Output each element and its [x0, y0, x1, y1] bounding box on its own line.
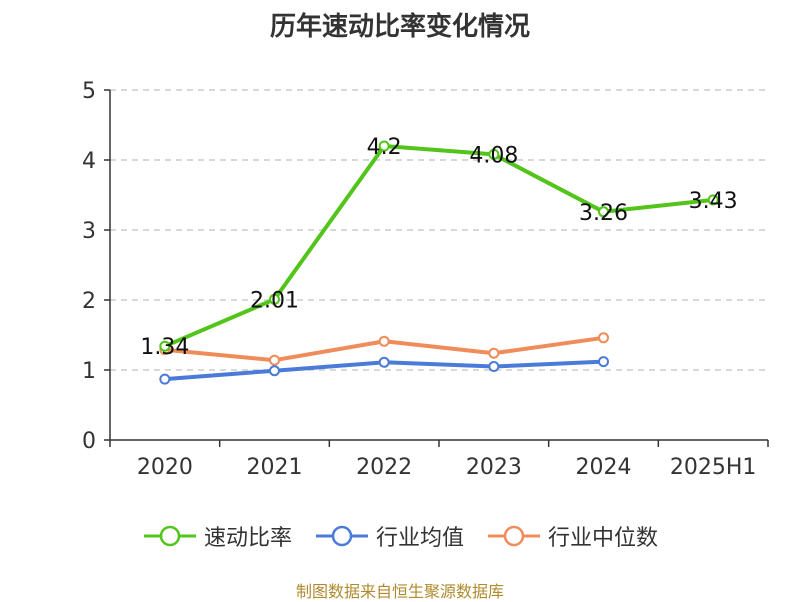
data-point — [488, 148, 500, 160]
data-label: 4.08 — [469, 143, 518, 168]
x-tick-label: 2025H1 — [670, 455, 757, 480]
legend-swatch-icon — [488, 525, 540, 547]
series-line — [164, 144, 714, 349]
data-label: 2.01 — [250, 288, 299, 313]
legend-item[interactable]: 行业中位数 — [486, 520, 658, 552]
data-label: 1.34 — [140, 335, 189, 360]
y-tick-label: 3 — [82, 219, 96, 244]
legend: 速动比率 行业均值 行业中位数 — [0, 520, 800, 552]
y-tick-label: 0 — [82, 429, 96, 454]
data-label: 3.26 — [579, 201, 628, 226]
legend-item[interactable]: 速动比率 — [142, 520, 292, 552]
x-tick-label: 2023 — [466, 455, 522, 480]
y-tick-label: 2 — [82, 289, 96, 314]
data-point — [488, 361, 500, 372]
x-tick-label: 2021 — [247, 455, 303, 480]
data-label: 3.43 — [689, 189, 738, 214]
data-point — [269, 365, 280, 377]
data-point — [159, 373, 171, 385]
data-point — [707, 194, 719, 206]
data-point — [159, 340, 171, 352]
series-layer — [159, 140, 719, 385]
legend-label: 速动比率 — [203, 526, 292, 551]
data-labels: 1.34 2.01 4.2 4.08 3.26 3.43 — [140, 135, 737, 360]
source-note: 制图数据来自恒生聚源数据库 — [295, 582, 504, 601]
data-point — [269, 293, 280, 305]
data-point — [378, 356, 390, 368]
data-point — [598, 356, 609, 368]
data-point — [488, 347, 500, 359]
y-tick-label: 1 — [82, 359, 96, 384]
y-tick-label: 4 — [82, 149, 96, 174]
series-2 — [159, 332, 609, 366]
legend-label: 行业中位数 — [548, 526, 659, 551]
data-point — [598, 332, 609, 344]
data-point — [598, 206, 609, 218]
data-label: 4.2 — [367, 135, 402, 160]
data-point — [269, 354, 280, 366]
legend-item[interactable]: 行业均值 — [314, 520, 464, 552]
data-point — [378, 335, 390, 347]
series-1 — [159, 356, 609, 385]
data-point — [378, 140, 390, 152]
x-tick-label: 2024 — [576, 455, 632, 480]
y-tick-label: 5 — [82, 79, 96, 104]
legend-swatch-icon — [143, 525, 196, 547]
legend-swatch-icon — [315, 525, 368, 547]
x-tick-label: 2020 — [137, 455, 193, 480]
x-tick-label: 2022 — [356, 455, 412, 480]
legend-label: 行业均值 — [375, 526, 464, 551]
axes: 0 1 2 3 4 5 2020 2021 2022 2023 2024 2025H1 — [82, 79, 769, 480]
series-0 — [159, 140, 719, 352]
chart-title: 历年速动比率变化情况 — [269, 12, 530, 42]
